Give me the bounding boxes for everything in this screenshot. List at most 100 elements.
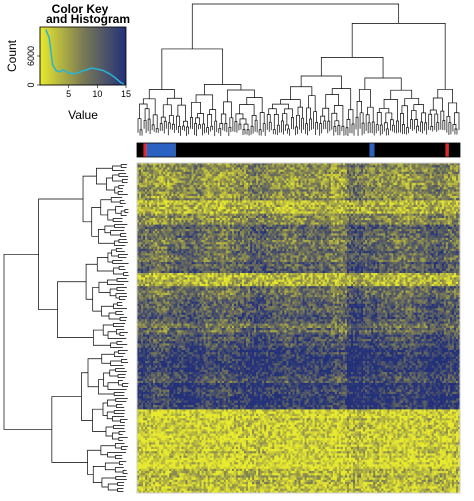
heatmap-cell [387, 200, 390, 203]
heatmap-cell [179, 213, 182, 217]
heatmap-cell [137, 222, 140, 225]
heatmap-cell [342, 191, 346, 195]
heatmap-cell [243, 163, 247, 166]
heatmap-cell [332, 202, 336, 206]
heatmap-cell [195, 176, 198, 179]
heatmap-cell [379, 174, 382, 177]
heatmap-cell [401, 169, 404, 173]
heatmap-cell [421, 198, 424, 201]
heatmap-cell [235, 209, 239, 212]
heatmap-cell [387, 163, 390, 166]
heatmap-cell [344, 198, 348, 201]
heatmap-cell [157, 189, 160, 192]
heatmap-cell [161, 176, 164, 179]
heatmap-cell [433, 171, 437, 175]
heatmap-cell [278, 224, 281, 228]
heatmap-cell [286, 182, 289, 186]
heatmap-cell [304, 222, 307, 225]
heatmap-cell [278, 165, 281, 168]
heatmap-cell [310, 220, 313, 223]
heatmap-cell [183, 171, 186, 175]
heatmap-cell [340, 178, 344, 181]
heatmap-cell [302, 165, 305, 168]
heatmap-cell [233, 165, 237, 168]
heatmap-cell [256, 178, 259, 181]
heatmap-cell [254, 200, 257, 203]
heatmap-cell [191, 215, 194, 219]
heatmap-cell [445, 213, 449, 217]
heatmap-cell [457, 167, 461, 170]
heatmap-cell [350, 218, 354, 221]
heatmap-cell [280, 200, 283, 203]
heatmap-cell [177, 196, 180, 199]
heatmap-cell [195, 182, 198, 186]
heatmap-cell [175, 202, 178, 206]
heatmap-cell [179, 165, 182, 168]
heatmap-cell [137, 202, 140, 206]
heatmap-cell [421, 180, 424, 184]
heatmap-cell [413, 180, 416, 184]
heatmap-cell [175, 178, 178, 181]
heatmap-cell [201, 171, 204, 175]
heatmap-cell [437, 167, 441, 170]
heatmap-cell [393, 187, 396, 190]
heatmap-cell [348, 222, 352, 225]
heatmap-cell [357, 167, 360, 170]
heatmap-cell [427, 222, 431, 225]
heatmap-cell [141, 167, 144, 170]
heatmap-cell [211, 193, 215, 197]
heatmap-cell [248, 178, 251, 181]
heatmap-cell [153, 198, 156, 201]
column-dendrogram-branch [402, 124, 405, 135]
heatmap-cell [207, 220, 210, 223]
heatmap-cell [147, 176, 150, 179]
heatmap-cell [429, 182, 433, 186]
heatmap-cell [193, 182, 196, 186]
heatmap-cell [332, 182, 336, 186]
heatmap-cell [231, 193, 235, 197]
heatmap-cell [195, 202, 198, 206]
heatmap-cell [340, 224, 344, 228]
heatmap-cell [189, 211, 192, 214]
heatmap-cell [181, 222, 184, 225]
heatmap-cell [377, 200, 380, 203]
row-dendrogram-branch [103, 372, 110, 387]
heatmap-cell [278, 176, 281, 179]
heatmap-cell [215, 193, 219, 197]
heatmap-cell [177, 169, 180, 173]
heatmap-cell [328, 180, 332, 184]
heatmap-cell [260, 191, 263, 195]
heatmap-cell [353, 182, 356, 186]
heatmap-cell [221, 220, 225, 223]
heatmap-cell [217, 174, 221, 177]
heatmap-cell [326, 196, 330, 199]
heatmap-cell [437, 180, 441, 184]
heatmap-cell [419, 209, 422, 212]
heatmap-cell [417, 213, 420, 217]
heatmap-cell [246, 209, 249, 212]
heatmap-cell [211, 209, 215, 212]
heatmap-cell [221, 222, 225, 225]
heatmap-cell [292, 165, 295, 168]
heatmap-cell [435, 207, 439, 210]
heatmap-cell [241, 204, 245, 208]
heatmap-cell [185, 187, 188, 190]
heatmap-cell [207, 163, 210, 166]
heatmap-cell [306, 191, 309, 195]
heatmap-cell [328, 215, 332, 219]
heatmap-cell [147, 191, 150, 195]
heatmap-cell [254, 193, 257, 197]
heatmap-cell [359, 220, 362, 223]
heatmap-cell [258, 193, 261, 197]
heatmap-cell [233, 209, 237, 212]
heatmap-cell [377, 193, 380, 197]
heatmap-cell [413, 189, 416, 192]
heatmap-cell [389, 182, 392, 186]
heatmap-cell [264, 207, 267, 210]
heatmap-cell [169, 178, 172, 181]
heatmap-cell [437, 163, 441, 166]
heatmap-cell [324, 185, 328, 188]
heatmap-cell [256, 180, 259, 184]
heatmap-cell [344, 167, 348, 170]
heatmap-cell [383, 196, 386, 199]
